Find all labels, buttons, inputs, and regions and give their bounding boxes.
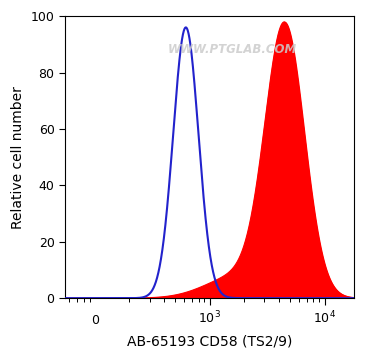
X-axis label: AB-65193 CD58 (TS2/9): AB-65193 CD58 (TS2/9)	[127, 335, 292, 349]
Y-axis label: Relative cell number: Relative cell number	[11, 86, 25, 229]
Text: WWW.PTGLAB.COM: WWW.PTGLAB.COM	[168, 44, 297, 57]
Text: 0: 0	[91, 314, 99, 327]
